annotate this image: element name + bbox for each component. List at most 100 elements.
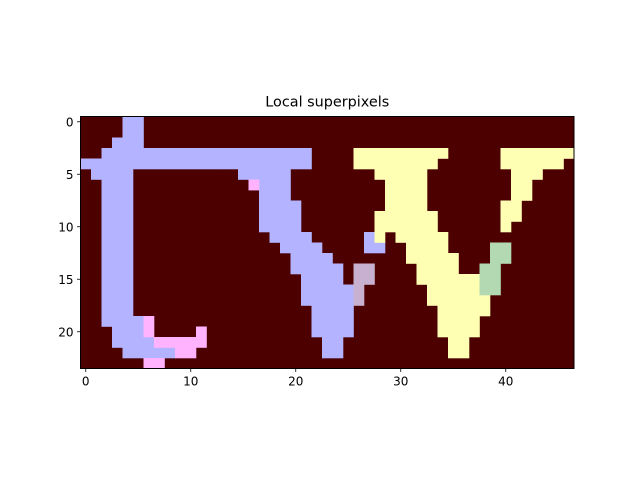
superpixel-cell-lavender xyxy=(322,337,344,348)
y-tick-label: 15 xyxy=(58,273,73,287)
superpixel-cell-yellow xyxy=(385,190,428,201)
chart-title: Local superpixels xyxy=(265,95,389,111)
superpixel-cell-lavender xyxy=(290,253,333,264)
superpixel-cell-yellow xyxy=(500,148,575,159)
superpixel-cell-yellow xyxy=(500,211,522,222)
superpixel-cell-lavender xyxy=(101,253,134,264)
superpixel-cell-yellow xyxy=(374,211,438,222)
superpixel-cell-lavender xyxy=(259,190,291,201)
superpixel-cell-green xyxy=(479,274,501,285)
superpixel-cell-pink xyxy=(143,358,165,369)
superpixel-cell-yellow xyxy=(353,158,438,170)
superpixel-cell-yellow xyxy=(448,347,470,359)
superpixel-cell-lavender xyxy=(101,148,312,159)
superpixel-cell-yellow xyxy=(385,179,428,191)
superpixel-cell-lavender xyxy=(217,158,312,170)
superpixel-cell-yellow xyxy=(437,326,480,338)
superpixel-cell-yellow xyxy=(406,242,449,254)
superpixel-cell-yellow xyxy=(511,190,533,201)
superpixel-cell-yellow xyxy=(353,148,449,159)
superpixel-cell-lavender xyxy=(101,242,134,254)
superpixel-cell-lavender xyxy=(259,211,302,222)
superpixel-cell-lavender xyxy=(364,232,375,243)
superpixel-cell-lavender xyxy=(280,242,323,254)
superpixel-cell-lavender xyxy=(269,232,312,243)
superpixel-cell-lavender xyxy=(101,232,134,243)
superpixel-cell-lavender xyxy=(101,274,134,285)
x-axis: 0 10 20 30 40 xyxy=(82,368,513,389)
superpixel-cell-green xyxy=(490,253,512,264)
superpixel-cell-lavender xyxy=(311,316,354,327)
superpixel-cell-yellow xyxy=(374,232,386,243)
superpixel-cell-lavender xyxy=(101,190,134,201)
superpixel-cell-lavender xyxy=(91,169,134,180)
superpixel-cell-yellow xyxy=(385,200,428,212)
superpixel-cell-lavender xyxy=(301,274,344,285)
superpixel-cell-lavender xyxy=(101,221,134,233)
plot-area xyxy=(80,116,575,369)
superpixel-cell-yellow xyxy=(500,158,564,170)
superpixel-cell-lavender xyxy=(101,316,144,327)
x-tick-label: 0 xyxy=(82,375,90,389)
superpixel-cell-lavender xyxy=(101,211,134,222)
superpixel-cell-lavender xyxy=(112,137,144,149)
superpixel-cell-pink xyxy=(248,179,260,191)
superpixel-cell-pink xyxy=(175,347,197,359)
superpixel-cell-lavender xyxy=(311,305,354,317)
superpixel-cell-yellow xyxy=(374,169,428,180)
superpixel-cell-yellow xyxy=(416,263,459,275)
superpixel-cell-lavender xyxy=(259,221,302,233)
superpixel-cell-pink xyxy=(154,337,207,348)
x-tick-label: 10 xyxy=(183,375,198,389)
superpixel-cell-lavender xyxy=(238,169,291,180)
superpixel-cell-lavender xyxy=(122,116,144,128)
y-tick-label: 20 xyxy=(58,325,73,339)
superpixel-cell-lavender xyxy=(364,242,386,254)
superpixel-cell-lavender xyxy=(290,263,344,275)
superpixel-cell-pink xyxy=(143,326,155,338)
superpixel-cell-green xyxy=(479,263,501,275)
superpixel-cell-yellow xyxy=(395,232,449,243)
superpixel-cell-pink xyxy=(143,316,155,327)
superpixel-cell-lavender xyxy=(259,200,302,212)
y-tick-label: 0 xyxy=(66,115,74,129)
x-tick-label: 20 xyxy=(288,375,303,389)
superpixel-cell-pink xyxy=(196,326,207,338)
superpixel-cell-mauve xyxy=(353,263,375,275)
superpixel-cell-lavender xyxy=(301,284,354,296)
superpixel-cell-mauve xyxy=(353,295,365,306)
superpixel-cell-yellow xyxy=(500,200,522,212)
x-tick-label: 40 xyxy=(498,375,513,389)
superpixel-cell-lavender xyxy=(112,326,144,338)
superpixel-cell-yellow xyxy=(374,221,438,233)
superpixel-cell-lavender xyxy=(101,179,134,191)
y-axis: 0 5 10 15 20 xyxy=(58,115,81,339)
axes-frame xyxy=(80,116,575,369)
superpixel-cell-mauve xyxy=(353,284,365,296)
superpixel-cell-lavender xyxy=(101,263,134,275)
superpixel-cell-lavender xyxy=(122,347,176,359)
superpixel-cell-yellow xyxy=(427,284,480,296)
superpixel-cell-lavender xyxy=(101,295,134,306)
superpixel-cell-lavender xyxy=(322,347,344,359)
superpixel-cell-lavender xyxy=(112,337,155,348)
superpixel-cell-green xyxy=(479,284,501,296)
x-tick-label: 30 xyxy=(393,375,408,389)
superpixel-cell-yellow xyxy=(416,274,480,285)
heatmap-cells xyxy=(80,116,575,369)
superpixel-cell-yellow xyxy=(406,253,459,264)
superpixel-cell-mauve xyxy=(353,274,375,285)
y-tick-label: 10 xyxy=(58,220,73,234)
superpixel-cell-lavender xyxy=(101,305,134,317)
superpixel-cell-green xyxy=(490,242,512,254)
superpixel-cell-lavender xyxy=(301,295,354,306)
superpixel-cell-lavender xyxy=(248,179,291,191)
superpixel-cell-yellow xyxy=(437,316,480,327)
superpixel-cell-yellow xyxy=(511,169,543,180)
superpixel-cell-yellow xyxy=(511,179,533,191)
superpixel-cell-yellow xyxy=(437,305,491,317)
superpixel-cell-lavender xyxy=(101,284,134,296)
superpixel-cell-yellow xyxy=(448,337,470,348)
y-tick-label: 5 xyxy=(66,168,74,182)
